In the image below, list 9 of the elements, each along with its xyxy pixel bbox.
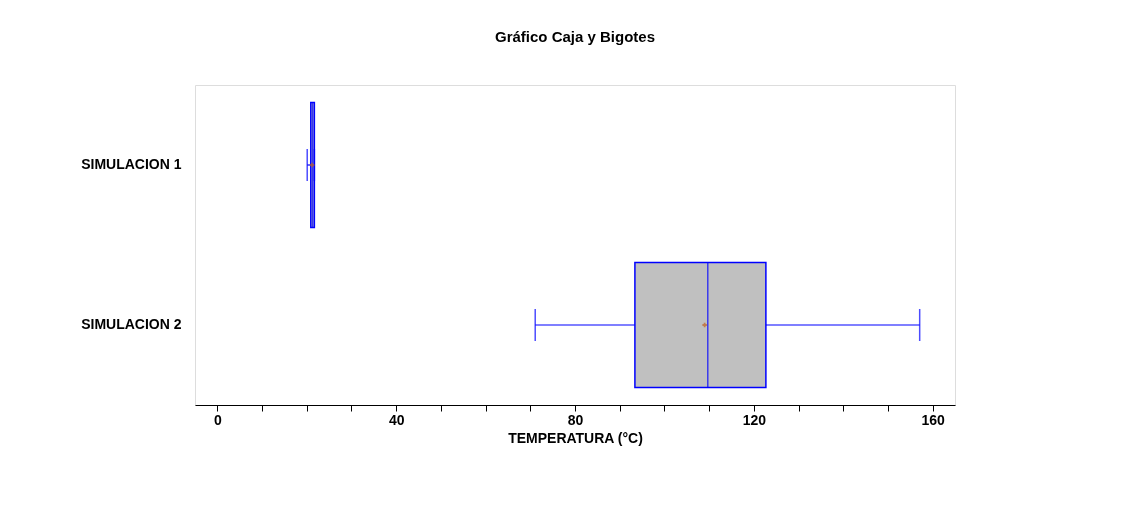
x-tick-label: 160: [921, 411, 946, 428]
x-tick-label: 120: [742, 411, 767, 428]
x-tick-label: 80: [567, 411, 584, 428]
x-tick-label: 40: [388, 411, 405, 428]
y-tick-label: SIMULACION 1: [81, 156, 182, 172]
x-tick-label: 0: [213, 411, 222, 428]
x-axis-title: TEMPERATURA (°C): [508, 429, 643, 446]
chart-title: Gráfico Caja y Bigotes: [494, 28, 656, 45]
y-tick-label: SIMULACION 2: [81, 316, 182, 332]
